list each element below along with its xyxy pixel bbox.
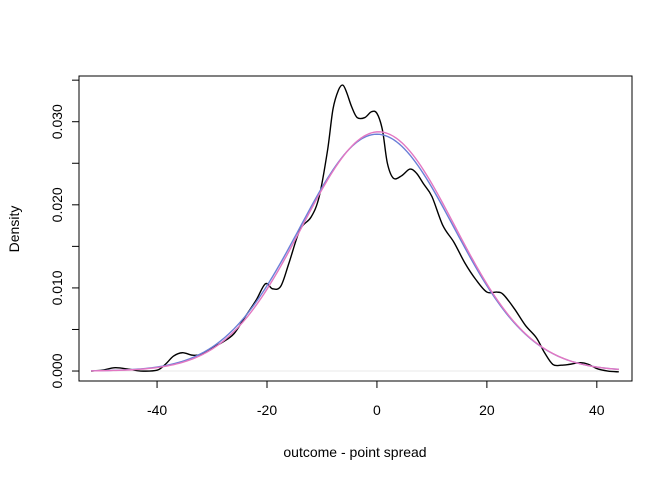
y-axis-title: Density xyxy=(6,206,22,253)
y-tick-label: 0.020 xyxy=(49,187,65,222)
y-tick-label: 0.000 xyxy=(49,353,65,388)
x-tick-label: 20 xyxy=(479,402,495,418)
y-tick-label: 0.010 xyxy=(49,270,65,305)
x-tick-label: -20 xyxy=(257,402,277,418)
x-axis-title: outcome - point spread xyxy=(283,444,426,460)
plot-frame xyxy=(78,75,633,382)
y-axis: 0.000 0.010 0.020 0.030 xyxy=(49,79,80,389)
normal-curve-line-2 xyxy=(91,131,619,372)
normal-curve-line-1 xyxy=(91,133,619,372)
x-axis: -40 -20 0 20 40 xyxy=(147,380,605,418)
kernel-density-line xyxy=(91,84,619,373)
x-tick-label: -40 xyxy=(147,402,167,418)
y-tick-label: 0.030 xyxy=(49,104,65,139)
series-layer xyxy=(91,84,619,373)
x-tick-label: 40 xyxy=(589,402,605,418)
x-tick-label: 0 xyxy=(373,402,381,418)
